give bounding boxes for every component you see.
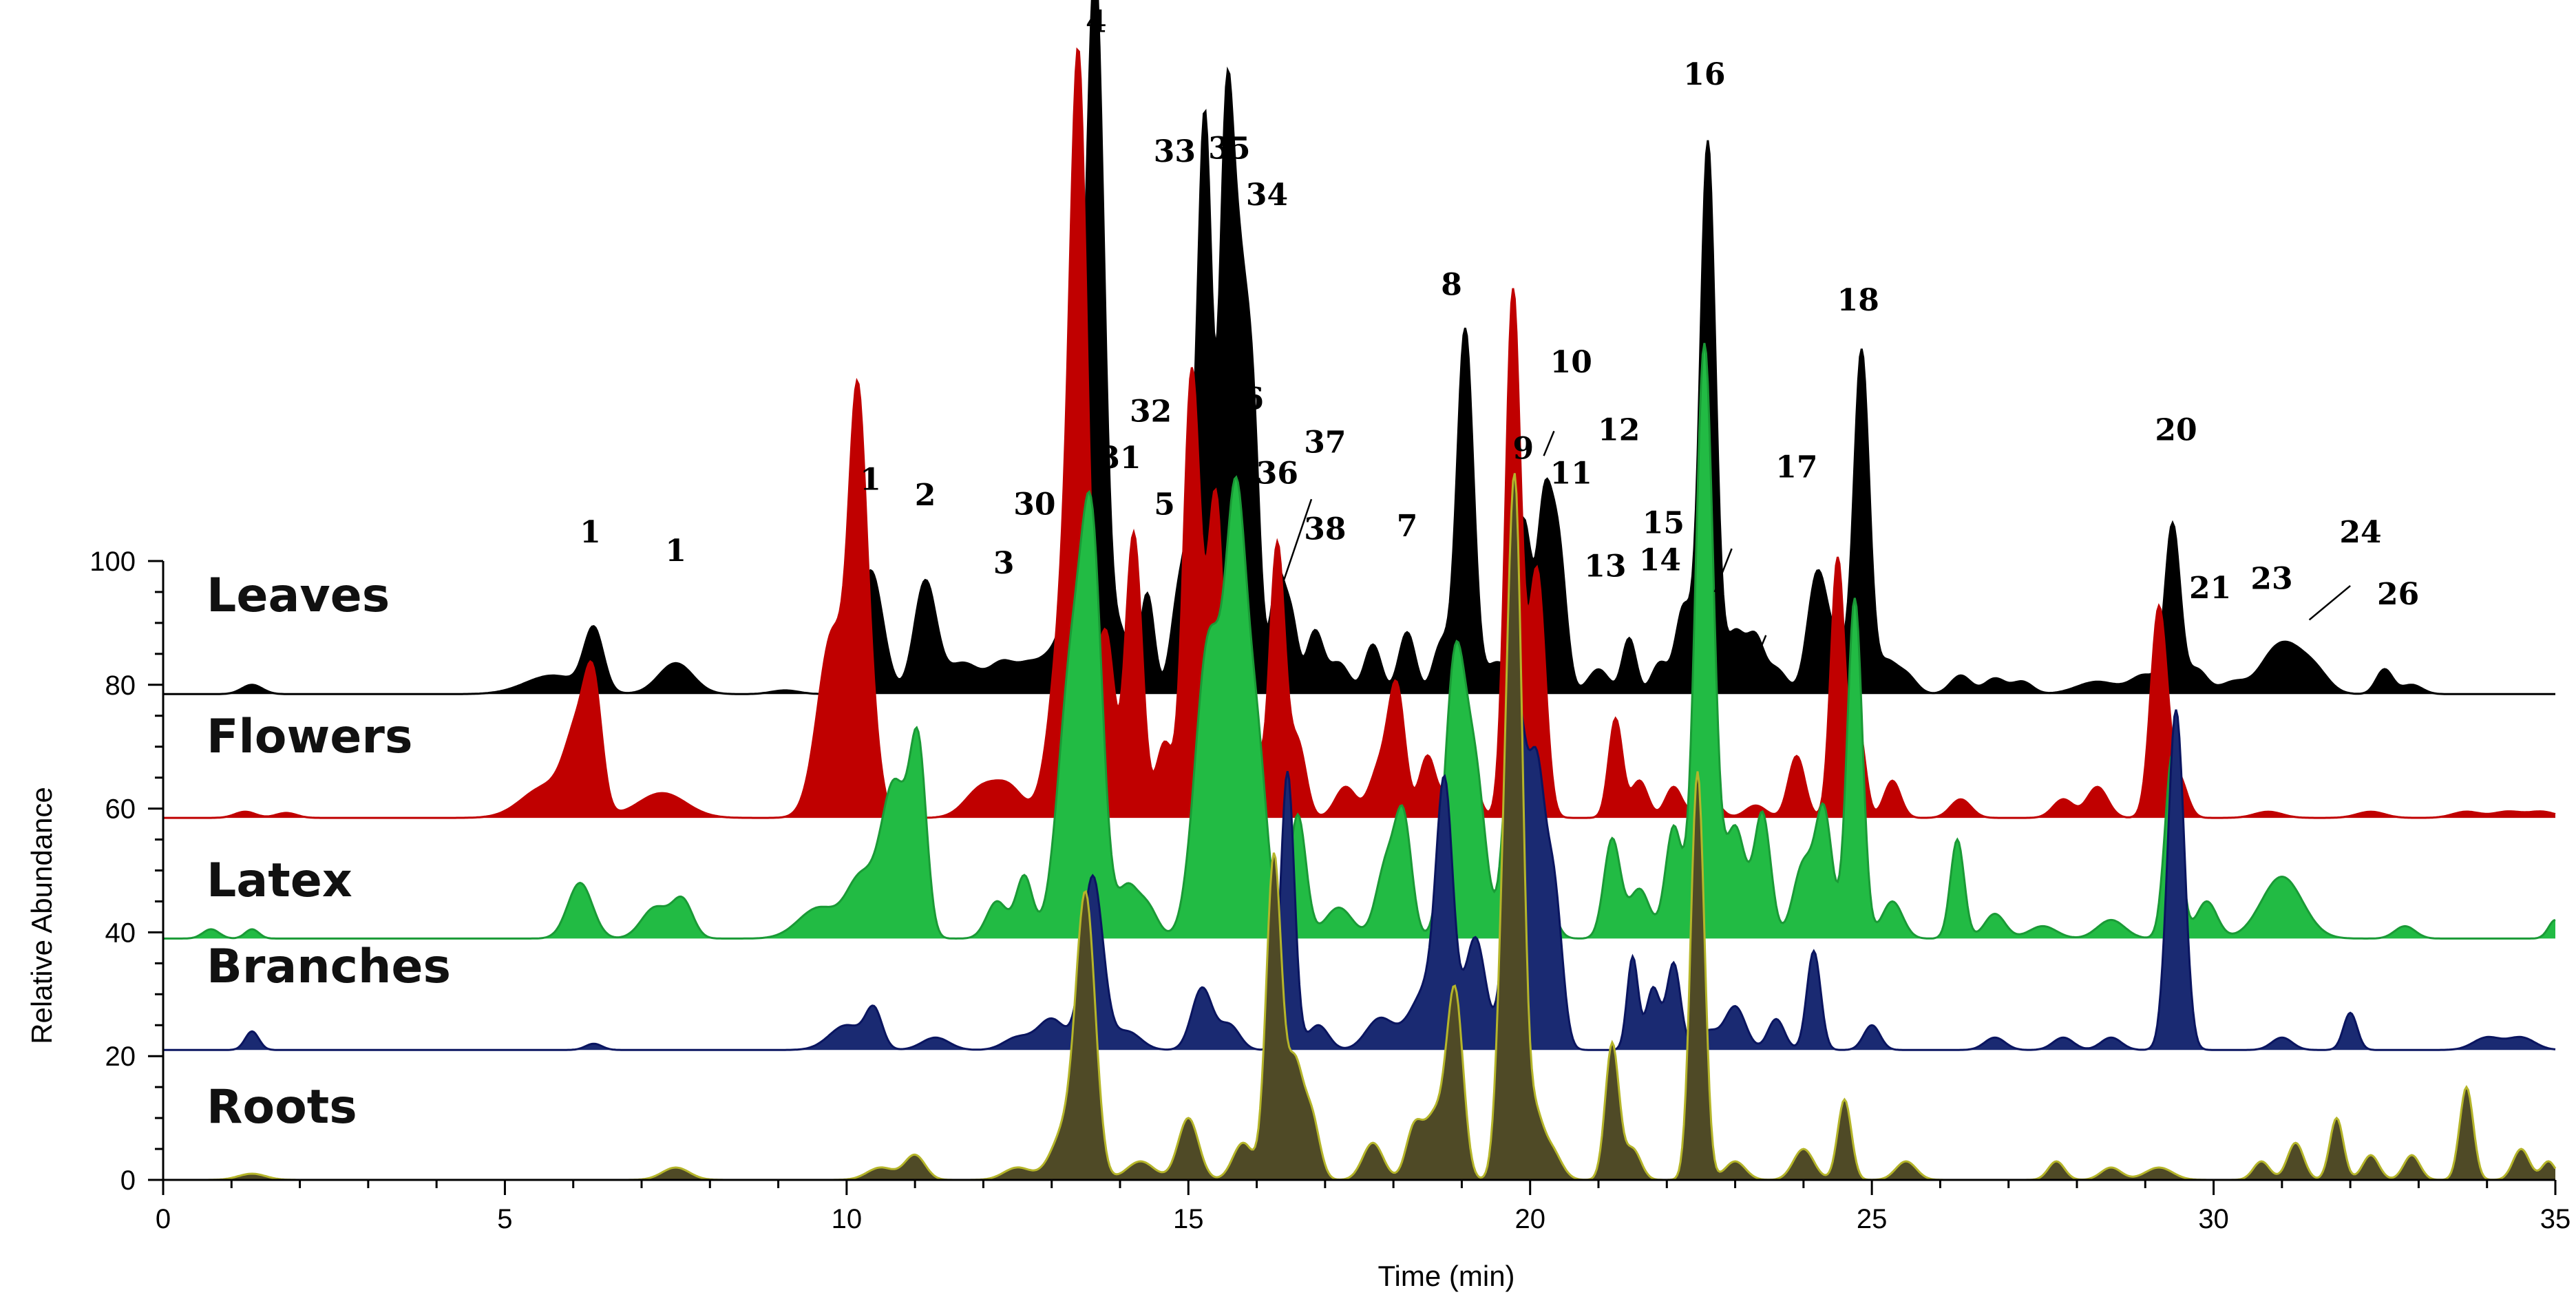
trace-area-branches [163, 697, 2555, 1050]
trace-line-latex [163, 343, 2556, 940]
y-tick-label: 80 [105, 670, 136, 701]
trace-label-flowers: Flowers [207, 710, 412, 764]
peak-label: 30 [1013, 487, 1055, 522]
trace-label-leaves: Leaves [207, 569, 390, 623]
trace-labels: Leaves Flowers Latex Branches Roots [207, 569, 451, 1134]
peak-leader-lines [1207, 362, 2351, 661]
peak-label: 3 [993, 546, 1015, 581]
peak-label: 11 [1550, 456, 1592, 492]
peak-label: 14 [1639, 542, 1681, 578]
peak-label: 8 [1441, 267, 1462, 302]
peak-label: 17 [1775, 450, 1817, 485]
peak-label: 9 [1512, 432, 1534, 467]
peak-label: 36 [1256, 456, 1298, 492]
trace-line-branches [163, 695, 2556, 1051]
peak-label: 12 [1598, 413, 1640, 448]
peak-label: 1 [665, 533, 686, 569]
peak-leader-line [1283, 498, 1313, 580]
x-tick-label: 0 [156, 1204, 171, 1234]
x-tick-label: 20 [1514, 1204, 1545, 1234]
x-tick-label: 25 [1857, 1204, 1888, 1234]
y-tick-label: 0 [120, 1165, 136, 1196]
peak-label: 23 [2250, 561, 2292, 596]
peak-label: 2 [915, 478, 936, 513]
trace-line-flowers [163, 47, 2556, 819]
peak-label: 32 [1130, 394, 1172, 430]
peak-label: 31 [1099, 441, 1141, 476]
peak-leader-line [2308, 584, 2351, 621]
y-tick-label: 40 [105, 918, 136, 948]
peak-label: 10 [1550, 345, 1592, 380]
peak-label: 13 [1584, 549, 1626, 584]
peak-label: 18 [1837, 283, 1879, 318]
peak-label: 5 [1154, 487, 1175, 522]
peak-leader-line [1755, 635, 1767, 661]
y-axis-title: Relative Abundance [25, 787, 58, 1044]
x-tick-label: 10 [832, 1204, 863, 1234]
peak-label: 6 [1243, 382, 1264, 417]
peak-leader-line [1543, 430, 1555, 456]
y-tick-label: 100 [89, 547, 136, 577]
x-tick-label: 5 [497, 1204, 512, 1234]
peak-label: 7 [1397, 509, 1418, 544]
trace-label-latex: Latex [207, 854, 352, 908]
peak-label: 1 [860, 463, 881, 498]
chart-axes: 0 5 10 15 20 25 30 35 0 20 40 60 80 100 [89, 547, 2570, 1234]
y-tick-label: 60 [105, 794, 136, 825]
x-tick-label: 30 [2198, 1204, 2229, 1234]
peak-leader-line [1713, 548, 1733, 593]
peak-label: 20 [2155, 413, 2197, 448]
trace-label-branches: Branches [207, 940, 451, 994]
peak-label: 38 [1304, 512, 1346, 547]
x-axis-title: Time (min) [1377, 1260, 1514, 1292]
trace-label-roots: Roots [207, 1080, 357, 1134]
x-tick-label: 35 [2540, 1204, 2571, 1234]
peak-leader-line [1207, 362, 1230, 401]
y-tick-label: 20 [105, 1042, 136, 1072]
peak-label: 26 [2377, 577, 2419, 612]
peak-label: 37 [1304, 425, 1346, 461]
peak-label: 16 [1683, 57, 1725, 92]
peak-label: 33 [1154, 134, 1196, 169]
x-tick-label: 15 [1173, 1204, 1204, 1234]
peak-label: 15 [1643, 506, 1685, 541]
peak-label: 24 [2339, 515, 2381, 550]
peak-label: 35 [1208, 131, 1250, 167]
peak-label: 4 [1086, 4, 1107, 39]
peak-label: 21 [2189, 571, 2231, 606]
peak-label: 1 [580, 515, 601, 550]
peak-label: 34 [1246, 178, 1288, 213]
